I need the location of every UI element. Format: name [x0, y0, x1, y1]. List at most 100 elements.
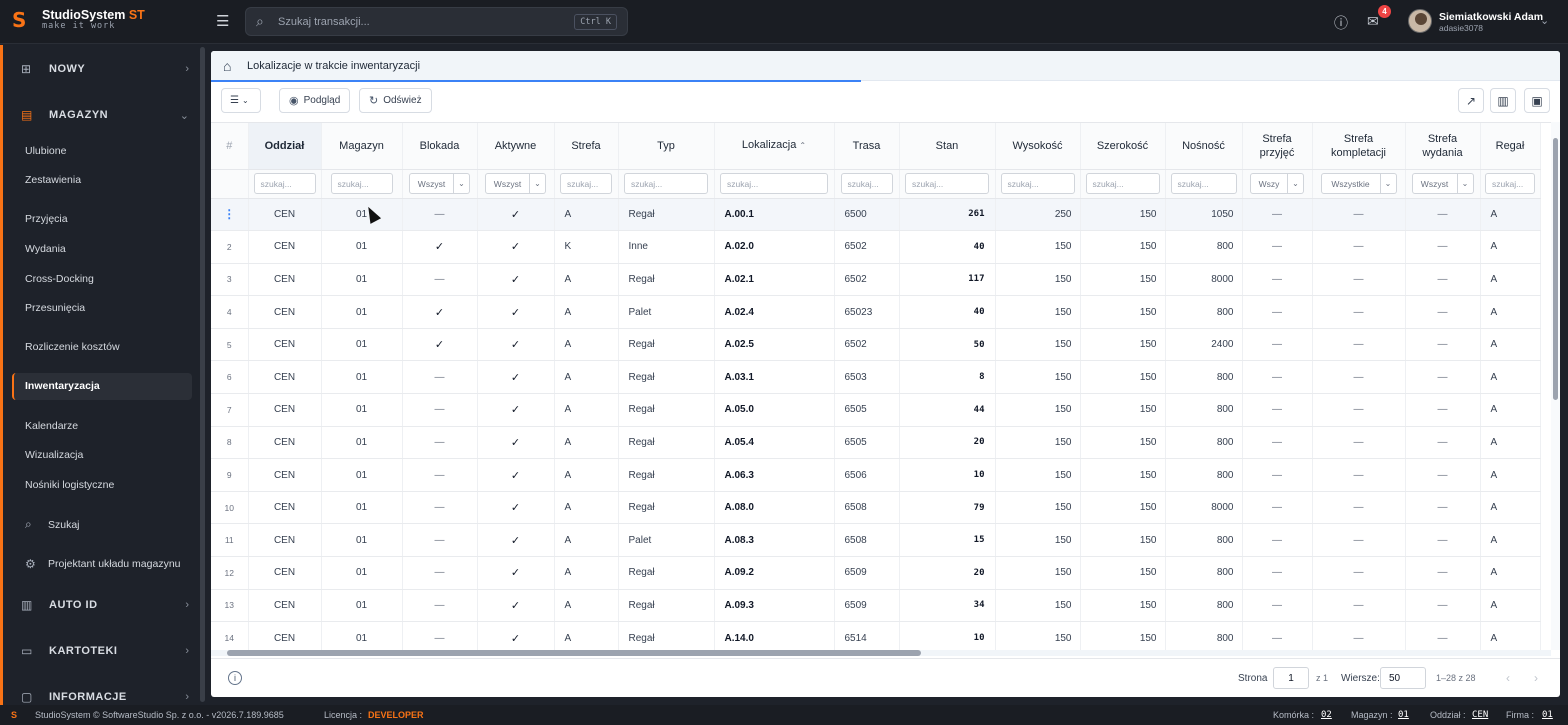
- cell-strefa-przyjec[interactable]: —: [1242, 295, 1313, 329]
- cell-aktywne[interactable]: ✓: [477, 426, 555, 460]
- cell-stan[interactable]: 79: [899, 491, 996, 525]
- cell-typ[interactable]: Palet: [618, 295, 715, 329]
- cell-typ[interactable]: Regał: [618, 198, 715, 232]
- company-value[interactable]: 01: [1542, 710, 1553, 720]
- cell-regal[interactable]: A: [1480, 426, 1541, 460]
- cell-stan[interactable]: 44: [899, 393, 996, 427]
- cell-magazyn[interactable]: 01: [321, 263, 403, 297]
- cell-wysokosc[interactable]: 150: [995, 458, 1081, 492]
- cell-oddzial[interactable]: CEN: [248, 328, 322, 362]
- cell-magazyn[interactable]: 01: [321, 295, 403, 329]
- cell-magazyn[interactable]: 01: [321, 393, 403, 427]
- cell-lokalizacja[interactable]: A.02.0: [714, 230, 835, 264]
- sidebar-item-kalendarze[interactable]: Kalendarze: [25, 420, 79, 432]
- table-row[interactable]: 13 CEN 01— ✓ A Regał A.09.3 6509 34 150 150 800— — — A: [211, 589, 1541, 623]
- cell-strefa-przyjec[interactable]: —: [1242, 198, 1313, 232]
- cell-trasa[interactable]: 6502: [834, 263, 900, 297]
- cell-strefa-przyjec[interactable]: —: [1242, 393, 1313, 427]
- info-icon[interactable]: i: [228, 671, 242, 685]
- cell-strefa-przyjec[interactable]: —: [1242, 556, 1313, 590]
- sidebar-item-nosniki[interactable]: Nośniki logistyczne: [25, 479, 115, 491]
- cell-index[interactable]: 6: [211, 360, 249, 395]
- column-header-strefa-kompletacji[interactable]: Strefa kompletacji: [1312, 123, 1406, 170]
- cell-aktywne[interactable]: ✓: [477, 491, 555, 525]
- cell-strefa[interactable]: A: [554, 589, 619, 623]
- filter-blokada-select[interactable]: Wszyst ⌄: [409, 173, 470, 194]
- cell-strefa-wydania[interactable]: —: [1405, 491, 1481, 525]
- column-header-strefa-wydania[interactable]: Strefa wydania: [1405, 123, 1481, 170]
- sidebar-item-inwentaryzacja[interactable]: Inwentaryzacja: [12, 373, 192, 400]
- cell-strefa-przyjec[interactable]: —: [1242, 621, 1313, 650]
- column-header-stan[interactable]: Stan: [899, 123, 996, 170]
- scrollbar-thumb[interactable]: [227, 650, 921, 656]
- cell-strefa-przyjec[interactable]: —: [1242, 328, 1313, 362]
- cell-strefa-kompletacji[interactable]: —: [1312, 198, 1406, 232]
- cell-typ[interactable]: Regał: [618, 556, 715, 590]
- table-row[interactable]: ⋮ CEN 01— ✓ A Regał A.00.1 6500 261 250 150 1050— — —…: [211, 198, 1541, 232]
- cell-lokalizacja[interactable]: A.08.3: [714, 523, 835, 558]
- cell-aktywne[interactable]: ✓: [477, 393, 555, 427]
- cell-typ[interactable]: Regał: [618, 360, 715, 395]
- prev-page-icon[interactable]: ‹: [1506, 671, 1510, 685]
- cell-magazyn[interactable]: 01: [321, 556, 403, 590]
- cell-regal[interactable]: A: [1480, 458, 1541, 492]
- filter-lokalizacja-input[interactable]: szukaj...: [720, 173, 828, 194]
- cell-typ[interactable]: Regał: [618, 589, 715, 623]
- cell-szerokosc[interactable]: 150: [1080, 589, 1166, 623]
- cell-oddzial[interactable]: CEN: [248, 589, 322, 623]
- column-header-blokada[interactable]: Blokada: [402, 123, 478, 170]
- cell-strefa-przyjec[interactable]: —: [1242, 523, 1313, 558]
- search-input[interactable]: ⌕ Szukaj transakcji... Ctrl K: [245, 7, 628, 36]
- cell-trasa[interactable]: 6500: [834, 198, 900, 232]
- cell-strefa-kompletacji[interactable]: —: [1312, 393, 1406, 427]
- filter-oddzial-input[interactable]: szukaj...: [253, 173, 316, 194]
- cell-wysokosc[interactable]: 150: [995, 295, 1081, 329]
- cell-trasa[interactable]: 6506: [834, 458, 900, 492]
- cell-wysokosc[interactable]: 150: [995, 230, 1081, 264]
- filter-regal-input[interactable]: szukaj...: [1485, 173, 1535, 194]
- sidebar-item-cross-docking[interactable]: Cross-Docking: [25, 273, 94, 285]
- cell-trasa[interactable]: 6503: [834, 360, 900, 395]
- cell-strefa[interactable]: A: [554, 360, 619, 395]
- cell-szerokosc[interactable]: 150: [1080, 263, 1166, 297]
- cell-magazyn[interactable]: 01: [321, 198, 403, 232]
- cell-aktywne[interactable]: ✓: [477, 230, 555, 264]
- cell-strefa[interactable]: A: [554, 523, 619, 558]
- cell-strefa-wydania[interactable]: —: [1405, 295, 1481, 329]
- cell-szerokosc[interactable]: 150: [1080, 198, 1166, 232]
- cell-strefa-kompletacji[interactable]: —: [1312, 360, 1406, 395]
- cell-lokalizacja[interactable]: A.00.1: [714, 198, 835, 232]
- cell-strefa-wydania[interactable]: —: [1405, 230, 1481, 264]
- cell-regal[interactable]: A: [1480, 491, 1541, 525]
- cell-regal[interactable]: A: [1480, 523, 1541, 558]
- cell-blokada[interactable]: —: [402, 556, 478, 590]
- cell-magazyn[interactable]: 01: [321, 491, 403, 525]
- cell-trasa[interactable]: 6508: [834, 523, 900, 558]
- cell-strefa-przyjec[interactable]: —: [1242, 230, 1313, 264]
- cell-nosnosc[interactable]: 800: [1165, 426, 1243, 460]
- cell-lokalizacja[interactable]: A.02.4: [714, 295, 835, 329]
- cell-magazyn[interactable]: 01: [321, 426, 403, 460]
- filter-stan-input[interactable]: szukaj...: [905, 173, 989, 194]
- sidebar-item-wydania[interactable]: Wydania: [25, 243, 66, 255]
- filter-strefa-wydania-select[interactable]: Wszyst ⌄: [1411, 173, 1474, 194]
- cell-oddzial[interactable]: CEN: [248, 426, 322, 460]
- cell-lokalizacja[interactable]: A.08.0: [714, 491, 835, 525]
- cell-blokada[interactable]: —: [402, 621, 478, 650]
- cell-szerokosc[interactable]: 150: [1080, 295, 1166, 329]
- cell-nosnosc[interactable]: 1050: [1165, 198, 1243, 232]
- cell-oddzial[interactable]: CEN: [248, 393, 322, 427]
- filter-typ-input[interactable]: szukaj...: [624, 173, 708, 194]
- cell-aktywne[interactable]: ✓: [477, 589, 555, 623]
- cell-blokada[interactable]: —: [402, 426, 478, 460]
- cell-strefa-kompletacji[interactable]: —: [1312, 295, 1406, 329]
- cell-strefa[interactable]: A: [554, 491, 619, 525]
- table-row[interactable]: 3 CEN 01— ✓ A Regał A.02.1 6502 117 150 150 8000— — —…: [211, 263, 1541, 297]
- cell-szerokosc[interactable]: 150: [1080, 230, 1166, 264]
- cell-blokada[interactable]: —: [402, 263, 478, 297]
- cell-strefa[interactable]: A: [554, 621, 619, 650]
- cell-strefa[interactable]: A: [554, 556, 619, 590]
- cell-oddzial[interactable]: CEN: [248, 198, 322, 232]
- cell-regal[interactable]: A: [1480, 263, 1541, 297]
- cell-typ[interactable]: Regał: [618, 328, 715, 362]
